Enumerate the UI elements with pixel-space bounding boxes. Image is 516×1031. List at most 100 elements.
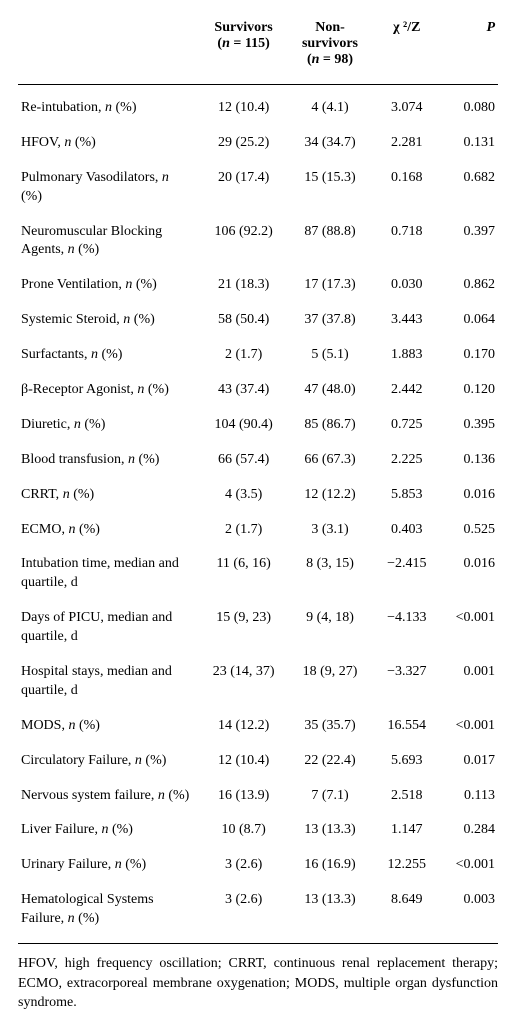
p-cell: 0.682 [440, 161, 498, 215]
nonsurvivors-cell: 85 (86.7) [287, 408, 373, 443]
nonsurvivors-cell: 87 (88.8) [287, 215, 373, 269]
chi-cell: 0.718 [373, 215, 440, 269]
row-label: ECMO, n (%) [18, 513, 200, 548]
table-row: Prone Ventilation, n (%)21 (18.3)17 (17.… [18, 268, 498, 303]
table-row: MODS, n (%)14 (12.2)35 (35.7)16.554<0.00… [18, 709, 498, 744]
chi-cell: −3.327 [373, 655, 440, 709]
table-row: Urinary Failure, n (%)3 (2.6)16 (16.9)12… [18, 848, 498, 883]
survivors-cell: 29 (25.2) [200, 126, 286, 161]
chi-cell: −2.415 [373, 547, 440, 601]
survivors-cell: 43 (37.4) [200, 373, 286, 408]
chi-cell: 1.883 [373, 338, 440, 373]
p-cell: <0.001 [440, 709, 498, 744]
nonsurvivors-cell: 34 (34.7) [287, 126, 373, 161]
nonsurvivors-label: Non-survivors [302, 20, 358, 51]
chi-cell: 0.168 [373, 161, 440, 215]
survivors-cell: 20 (17.4) [200, 161, 286, 215]
p-cell: 0.136 [440, 443, 498, 478]
chi-cell: 12.255 [373, 848, 440, 883]
table-row: Hematological Systems Failure, n (%)3 (2… [18, 883, 498, 943]
row-label: β-Receptor Agonist, n (%) [18, 373, 200, 408]
row-label: MODS, n (%) [18, 709, 200, 744]
nonsurvivors-cell: 4 (4.1) [287, 85, 373, 126]
table-row: β-Receptor Agonist, n (%)43 (37.4)47 (48… [18, 373, 498, 408]
table-row: Days of PICU, median and quartile, d15 (… [18, 601, 498, 655]
results-table: Survivors (n = 115) Non-survivors (n = 9… [18, 14, 498, 943]
chi-cell: 2.442 [373, 373, 440, 408]
p-cell: 0.131 [440, 126, 498, 161]
nonsurvivors-cell: 3 (3.1) [287, 513, 373, 548]
p-cell: 0.395 [440, 408, 498, 443]
row-label: Urinary Failure, n (%) [18, 848, 200, 883]
survivors-cell: 23 (14, 37) [200, 655, 286, 709]
survivors-label: Survivors [214, 20, 272, 35]
row-label: Liver Failure, n (%) [18, 813, 200, 848]
row-label: Intubation time, median and quartile, d [18, 547, 200, 601]
survivors-cell: 2 (1.7) [200, 338, 286, 373]
table-row: Liver Failure, n (%)10 (8.7)13 (13.3)1.1… [18, 813, 498, 848]
table-row: Diuretic, n (%)104 (90.4)85 (86.7)0.7250… [18, 408, 498, 443]
chi-cell: 1.147 [373, 813, 440, 848]
chi-cell: −4.133 [373, 601, 440, 655]
nonsurvivors-cell: 12 (12.2) [287, 478, 373, 513]
chi-cell: 3.074 [373, 85, 440, 126]
footer-note: HFOV, high frequency oscillation; CRRT, … [18, 944, 498, 1013]
nonsurvivors-cell: 13 (13.3) [287, 813, 373, 848]
table-row: Systemic Steroid, n (%)58 (50.4)37 (37.8… [18, 303, 498, 338]
table-header-row: Survivors (n = 115) Non-survivors (n = 9… [18, 14, 498, 85]
chi-cell: 5.693 [373, 744, 440, 779]
survivors-cell: 12 (10.4) [200, 744, 286, 779]
nonsurvivors-cell: 22 (22.4) [287, 744, 373, 779]
chi-cell: 5.853 [373, 478, 440, 513]
row-label: Days of PICU, median and quartile, d [18, 601, 200, 655]
row-label: Nervous system failure, n (%) [18, 779, 200, 814]
survivors-cell: 15 (9, 23) [200, 601, 286, 655]
row-label: Pulmonary Vasodilators, n (%) [18, 161, 200, 215]
survivors-cell: 10 (8.7) [200, 813, 286, 848]
p-cell: 0.170 [440, 338, 498, 373]
survivors-cell: 11 (6, 16) [200, 547, 286, 601]
table-body: Re-intubation, n (%)12 (10.4)4 (4.1)3.07… [18, 85, 498, 944]
row-label: Circulatory Failure, n (%) [18, 744, 200, 779]
survivors-cell: 66 (57.4) [200, 443, 286, 478]
table-row: Intubation time, median and quartile, d1… [18, 547, 498, 601]
survivors-cell: 104 (90.4) [200, 408, 286, 443]
survivors-cell: 58 (50.4) [200, 303, 286, 338]
nonsurvivors-cell: 15 (15.3) [287, 161, 373, 215]
nonsurvivors-cell: 47 (48.0) [287, 373, 373, 408]
col-header-p: P [440, 14, 498, 85]
nonsurvivors-cell: 35 (35.7) [287, 709, 373, 744]
table-row: Neuromuscular Blocking Agents, n (%)106 … [18, 215, 498, 269]
table-row: Surfactants, n (%)2 (1.7)5 (5.1)1.8830.1… [18, 338, 498, 373]
row-label: Re-intubation, n (%) [18, 85, 200, 126]
p-cell: 0.525 [440, 513, 498, 548]
row-label: Neuromuscular Blocking Agents, n (%) [18, 215, 200, 269]
chi-cell: 0.725 [373, 408, 440, 443]
survivors-cell: 12 (10.4) [200, 85, 286, 126]
nonsurvivors-cell: 37 (37.8) [287, 303, 373, 338]
survivors-cell: 3 (2.6) [200, 883, 286, 943]
table-row: ECMO, n (%)2 (1.7)3 (3.1)0.4030.525 [18, 513, 498, 548]
nonsurvivors-cell: 9 (4, 18) [287, 601, 373, 655]
p-cell: 0.017 [440, 744, 498, 779]
p-cell: 0.080 [440, 85, 498, 126]
table-row: Circulatory Failure, n (%)12 (10.4)22 (2… [18, 744, 498, 779]
chi-cell: 2.281 [373, 126, 440, 161]
table-row: Nervous system failure, n (%)16 (13.9)7 … [18, 779, 498, 814]
survivors-cell: 4 (3.5) [200, 478, 286, 513]
survivors-cell: 14 (12.2) [200, 709, 286, 744]
chi-cell: 8.649 [373, 883, 440, 943]
row-label: Systemic Steroid, n (%) [18, 303, 200, 338]
p-cell: 0.397 [440, 215, 498, 269]
p-cell: 0.016 [440, 547, 498, 601]
nonsurvivors-cell: 8 (3, 15) [287, 547, 373, 601]
table-row: Pulmonary Vasodilators, n (%)20 (17.4)15… [18, 161, 498, 215]
survivors-cell: 16 (13.9) [200, 779, 286, 814]
table-row: HFOV, n (%)29 (25.2)34 (34.7)2.2810.131 [18, 126, 498, 161]
chi-cell: 16.554 [373, 709, 440, 744]
row-label: Surfactants, n (%) [18, 338, 200, 373]
chi-cell: 3.443 [373, 303, 440, 338]
nonsurvivors-cell: 5 (5.1) [287, 338, 373, 373]
table-row: Hospital stays, median and quartile, d23… [18, 655, 498, 709]
nonsurvivors-cell: 16 (16.9) [287, 848, 373, 883]
